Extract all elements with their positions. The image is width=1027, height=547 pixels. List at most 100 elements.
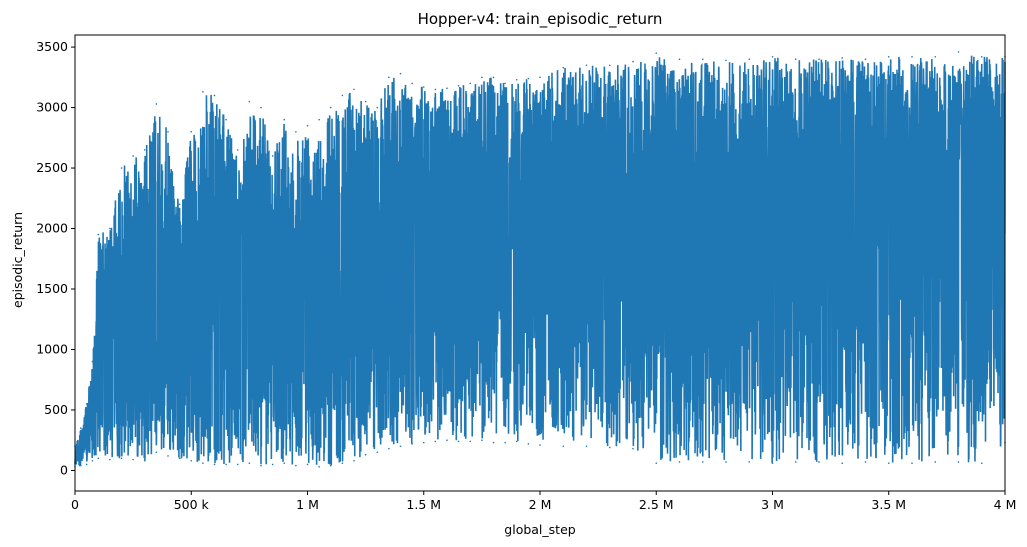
series-point-min xyxy=(771,462,774,464)
series-point-max xyxy=(353,88,355,91)
series-point-max xyxy=(980,55,983,58)
series-point-max xyxy=(399,72,402,75)
series-point-min xyxy=(841,462,844,464)
series-point-max xyxy=(818,58,820,60)
series-point-min xyxy=(887,462,890,464)
series-point-min xyxy=(143,459,146,462)
series-point-max xyxy=(283,118,286,121)
y-tick-label: 2500 xyxy=(36,160,68,175)
series-point-max xyxy=(841,57,844,59)
series-point-min xyxy=(434,440,437,443)
y-axis-label: episodic_return xyxy=(10,212,25,308)
series-point-max xyxy=(887,55,890,58)
y-tick-label: 2000 xyxy=(36,221,68,236)
series-point-min xyxy=(422,441,425,444)
series-point-min xyxy=(504,441,506,444)
x-tick-label: 500 k xyxy=(174,497,210,512)
series-point-min xyxy=(202,462,204,464)
series-point-min xyxy=(632,447,634,450)
series-point-max xyxy=(608,64,611,67)
series-point-max xyxy=(155,103,158,105)
series-point-max xyxy=(771,55,774,58)
series-point-max xyxy=(190,130,193,133)
series-point-max xyxy=(492,76,495,79)
x-tick-label: 2.5 M xyxy=(639,497,674,512)
series-point-max xyxy=(794,58,797,60)
plot-area xyxy=(74,51,1006,468)
series-point-min xyxy=(678,461,681,463)
series-point-min xyxy=(911,462,913,464)
series-point-max xyxy=(504,82,506,85)
series-point-min xyxy=(236,463,239,466)
series-point-min xyxy=(515,440,518,443)
series-point-max xyxy=(748,58,751,60)
y-tick-label: 3000 xyxy=(36,100,68,115)
y-tick-label: 3500 xyxy=(36,39,68,54)
series-point-min xyxy=(446,439,448,441)
series-point-max xyxy=(364,100,367,103)
series-point-min xyxy=(655,462,658,464)
series-point-max xyxy=(236,149,239,151)
series-point-min xyxy=(469,440,472,443)
series-point-min xyxy=(701,461,704,463)
series-point-max xyxy=(411,82,413,85)
series-point-min xyxy=(120,457,123,460)
series-point-min xyxy=(283,462,286,464)
series-point-min xyxy=(364,453,367,456)
series-point-max xyxy=(109,227,111,230)
series-point-max xyxy=(376,106,379,109)
series-point-min xyxy=(492,441,495,444)
series-point-max xyxy=(701,58,704,60)
x-tick-label: 1 M xyxy=(296,497,319,512)
series-point-max xyxy=(295,130,297,133)
series-point-min xyxy=(481,439,483,441)
series-point-max xyxy=(457,85,460,87)
series-point-min xyxy=(864,461,867,463)
series-point-min xyxy=(818,461,820,463)
series-point-max xyxy=(178,203,181,206)
series-point-max xyxy=(527,77,530,80)
series-point-min xyxy=(794,461,797,463)
series-line xyxy=(74,55,1006,467)
series-point-min xyxy=(306,463,309,466)
series-point-min xyxy=(934,461,937,463)
y-tick-label: 1000 xyxy=(36,341,68,356)
series-point-max xyxy=(655,52,658,54)
x-tick-label: 1.5 M xyxy=(406,497,441,512)
series-point-min xyxy=(585,445,588,448)
series-point-max xyxy=(80,427,82,429)
series-point-max xyxy=(434,88,437,91)
x-tick-label: 4 M xyxy=(994,497,1017,512)
series-point-max xyxy=(97,233,100,236)
chart-title: Hopper-v4: train_episodic_return xyxy=(418,10,663,29)
series-point-min xyxy=(608,446,611,449)
series-point-min xyxy=(213,463,216,466)
series-point-max xyxy=(167,130,169,133)
series-point-max xyxy=(213,94,216,97)
series-point-min xyxy=(376,451,379,454)
series-point-min xyxy=(341,462,344,464)
series-point-min xyxy=(527,443,530,445)
x-tick-label: 3 M xyxy=(761,497,784,512)
y-tick-label: 0 xyxy=(60,462,68,477)
series-point-min xyxy=(539,444,541,446)
series-point-max xyxy=(260,106,262,109)
series-point-max xyxy=(120,167,123,169)
series-point-min xyxy=(85,463,88,466)
series-point-max xyxy=(725,59,727,62)
series-point-max xyxy=(632,60,634,63)
series-point-min xyxy=(271,463,274,466)
x-axis: 0 500 k 1 M 1.5 M 2 M 2.5 M 3 M 3.5 M 4 M xyxy=(71,491,1016,512)
series-point-max xyxy=(306,124,309,127)
series-point-max xyxy=(248,100,251,103)
series-point-min xyxy=(725,461,727,463)
series-point-min xyxy=(318,466,320,468)
series-point-max xyxy=(85,403,88,405)
series-point-max xyxy=(143,149,146,151)
series-point-min xyxy=(399,445,402,448)
series-point-min xyxy=(248,462,251,464)
series-point-max xyxy=(341,94,344,97)
series-point-min xyxy=(225,463,227,466)
series-point-max xyxy=(469,82,472,85)
